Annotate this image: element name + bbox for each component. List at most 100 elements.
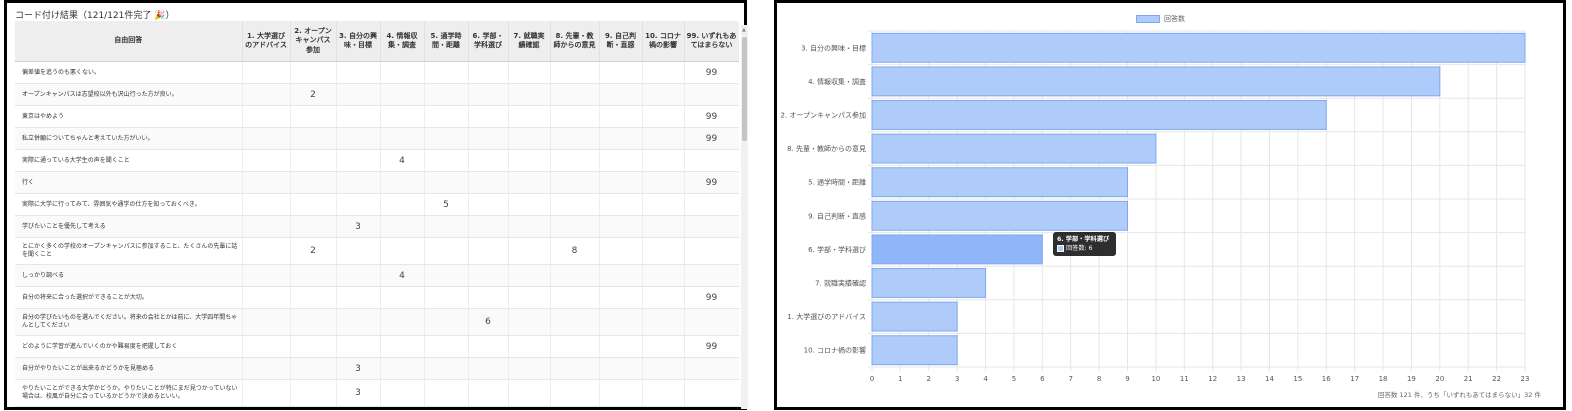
code-cell[interactable] — [424, 357, 469, 380]
bar[interactable] — [871, 335, 958, 366]
code-cell[interactable]: 99 — [684, 61, 739, 84]
code-cell[interactable] — [642, 286, 685, 309]
code-cell[interactable] — [642, 193, 685, 216]
code-cell[interactable] — [380, 379, 425, 407]
code-cell[interactable] — [550, 171, 600, 194]
bar[interactable] — [871, 100, 1327, 130]
table-row[interactable]: しっかり調べる 4 — [15, 264, 739, 287]
table-row[interactable]: 東京はやめよう 99 — [15, 105, 739, 128]
code-cell[interactable] — [642, 149, 685, 172]
code-cell[interactable] — [642, 308, 685, 336]
code-cell[interactable] — [424, 127, 469, 150]
code-cell[interactable] — [242, 264, 291, 287]
code-cell[interactable] — [290, 193, 337, 216]
code-cell[interactable] — [599, 83, 643, 106]
code-cell[interactable] — [290, 105, 337, 128]
code-cell[interactable] — [242, 149, 291, 172]
code-cell[interactable] — [468, 237, 509, 265]
code-cell[interactable] — [336, 105, 381, 128]
bar[interactable] — [871, 234, 1043, 265]
code-cell[interactable] — [508, 171, 551, 194]
code-cell[interactable] — [599, 149, 643, 172]
code-cell[interactable] — [684, 215, 739, 238]
code-cell[interactable] — [468, 193, 509, 216]
code-cell[interactable] — [599, 286, 643, 309]
table-scrollbar-thumb[interactable] — [742, 37, 747, 141]
code-cell[interactable] — [424, 171, 469, 194]
table-row[interactable]: 実際に大学に行ってみて、雰囲気や通学の仕方を知っておくべき。 5 — [15, 193, 739, 216]
table-row[interactable]: どのように学習が進んでいくのかや難易度を把握しておく 99 — [15, 335, 739, 358]
code-cell[interactable] — [380, 83, 425, 106]
code-cell[interactable] — [684, 193, 739, 216]
code-cell[interactable] — [642, 379, 685, 407]
code-cell[interactable] — [336, 83, 381, 106]
code-cell[interactable] — [599, 171, 643, 194]
code-cell[interactable] — [508, 335, 551, 358]
code-cell[interactable] — [336, 335, 381, 358]
code-cell[interactable] — [550, 308, 600, 336]
code-cell[interactable] — [242, 105, 291, 128]
code-cell[interactable] — [242, 335, 291, 358]
code-cell[interactable] — [424, 215, 469, 238]
code-cell[interactable] — [550, 83, 600, 106]
code-cell[interactable] — [508, 193, 551, 216]
table-row[interactable]: やりたいことができる大学かどうか。やりたいことが特にまだ見つかっていない場合は、… — [15, 379, 739, 407]
code-cell[interactable] — [684, 83, 739, 106]
table-row[interactable]: オープンキャンパスは志望校以外も沢山行った方が良い。 2 — [15, 83, 739, 106]
code-cell[interactable] — [424, 286, 469, 309]
code-cell[interactable] — [468, 264, 509, 287]
code-cell[interactable] — [508, 308, 551, 336]
code-cell[interactable] — [290, 286, 337, 309]
code-cell[interactable] — [684, 237, 739, 265]
bar[interactable] — [871, 133, 1157, 164]
code-cell[interactable] — [599, 308, 643, 336]
bar[interactable] — [871, 268, 987, 298]
code-cell[interactable] — [290, 61, 337, 84]
code-cell[interactable] — [642, 105, 685, 128]
code-cell[interactable] — [508, 83, 551, 106]
code-cell[interactable] — [380, 127, 425, 150]
code-cell[interactable]: 8 — [550, 237, 600, 265]
table-row[interactable]: とにかく多くの学校のオープンキャンパスに参加すること、たくさんの先輩に話を聞くこ… — [15, 237, 739, 265]
code-cell[interactable] — [424, 379, 469, 407]
code-cell[interactable] — [380, 357, 425, 380]
code-cell[interactable] — [290, 215, 337, 238]
code-cell[interactable] — [424, 83, 469, 106]
table-row[interactable]: 偏差値を追うのも悪くない。 99 — [15, 61, 739, 84]
code-cell[interactable] — [468, 105, 509, 128]
table-row[interactable]: 自分の学びたいものを選んでください。将来の会社とかは前に、大学四年間ちゃんとして… — [15, 308, 739, 336]
table-row[interactable]: 学びたいことを優先して考える 3 — [15, 215, 739, 238]
code-cell[interactable] — [290, 379, 337, 407]
code-cell[interactable] — [642, 83, 685, 106]
code-cell[interactable]: 99 — [684, 286, 739, 309]
code-cell[interactable] — [242, 127, 291, 150]
code-cell[interactable] — [336, 61, 381, 84]
code-cell[interactable] — [242, 61, 291, 84]
code-cell[interactable]: 99 — [684, 127, 739, 150]
code-cell[interactable] — [508, 61, 551, 84]
code-cell[interactable] — [380, 171, 425, 194]
code-cell[interactable]: 3 — [336, 215, 381, 238]
code-cell[interactable] — [336, 149, 381, 172]
code-cell[interactable] — [424, 149, 469, 172]
code-cell[interactable] — [336, 193, 381, 216]
code-cell[interactable] — [599, 335, 643, 358]
code-cell[interactable]: 4 — [380, 149, 425, 172]
bar[interactable] — [871, 32, 1526, 63]
code-cell[interactable] — [380, 335, 425, 358]
code-cell[interactable]: 99 — [684, 335, 739, 358]
code-cell[interactable] — [599, 237, 643, 265]
results-table-container[interactable]: 自由回答 1. 大学選びのアドバイス 2. オープンキャンパス参加 3. 自分の興味・… — [15, 21, 739, 409]
code-cell[interactable] — [550, 335, 600, 358]
code-cell[interactable] — [599, 215, 643, 238]
code-cell[interactable] — [290, 171, 337, 194]
table-row[interactable]: 自分の将来に合った選択ができることが大切。 99 — [15, 286, 739, 309]
code-cell[interactable] — [508, 127, 551, 150]
code-cell[interactable] — [468, 379, 509, 407]
bar[interactable] — [871, 66, 1441, 97]
code-cell[interactable] — [242, 193, 291, 216]
code-cell[interactable] — [242, 171, 291, 194]
code-cell[interactable] — [290, 127, 337, 150]
code-cell[interactable] — [508, 264, 551, 287]
code-cell[interactable] — [336, 171, 381, 194]
